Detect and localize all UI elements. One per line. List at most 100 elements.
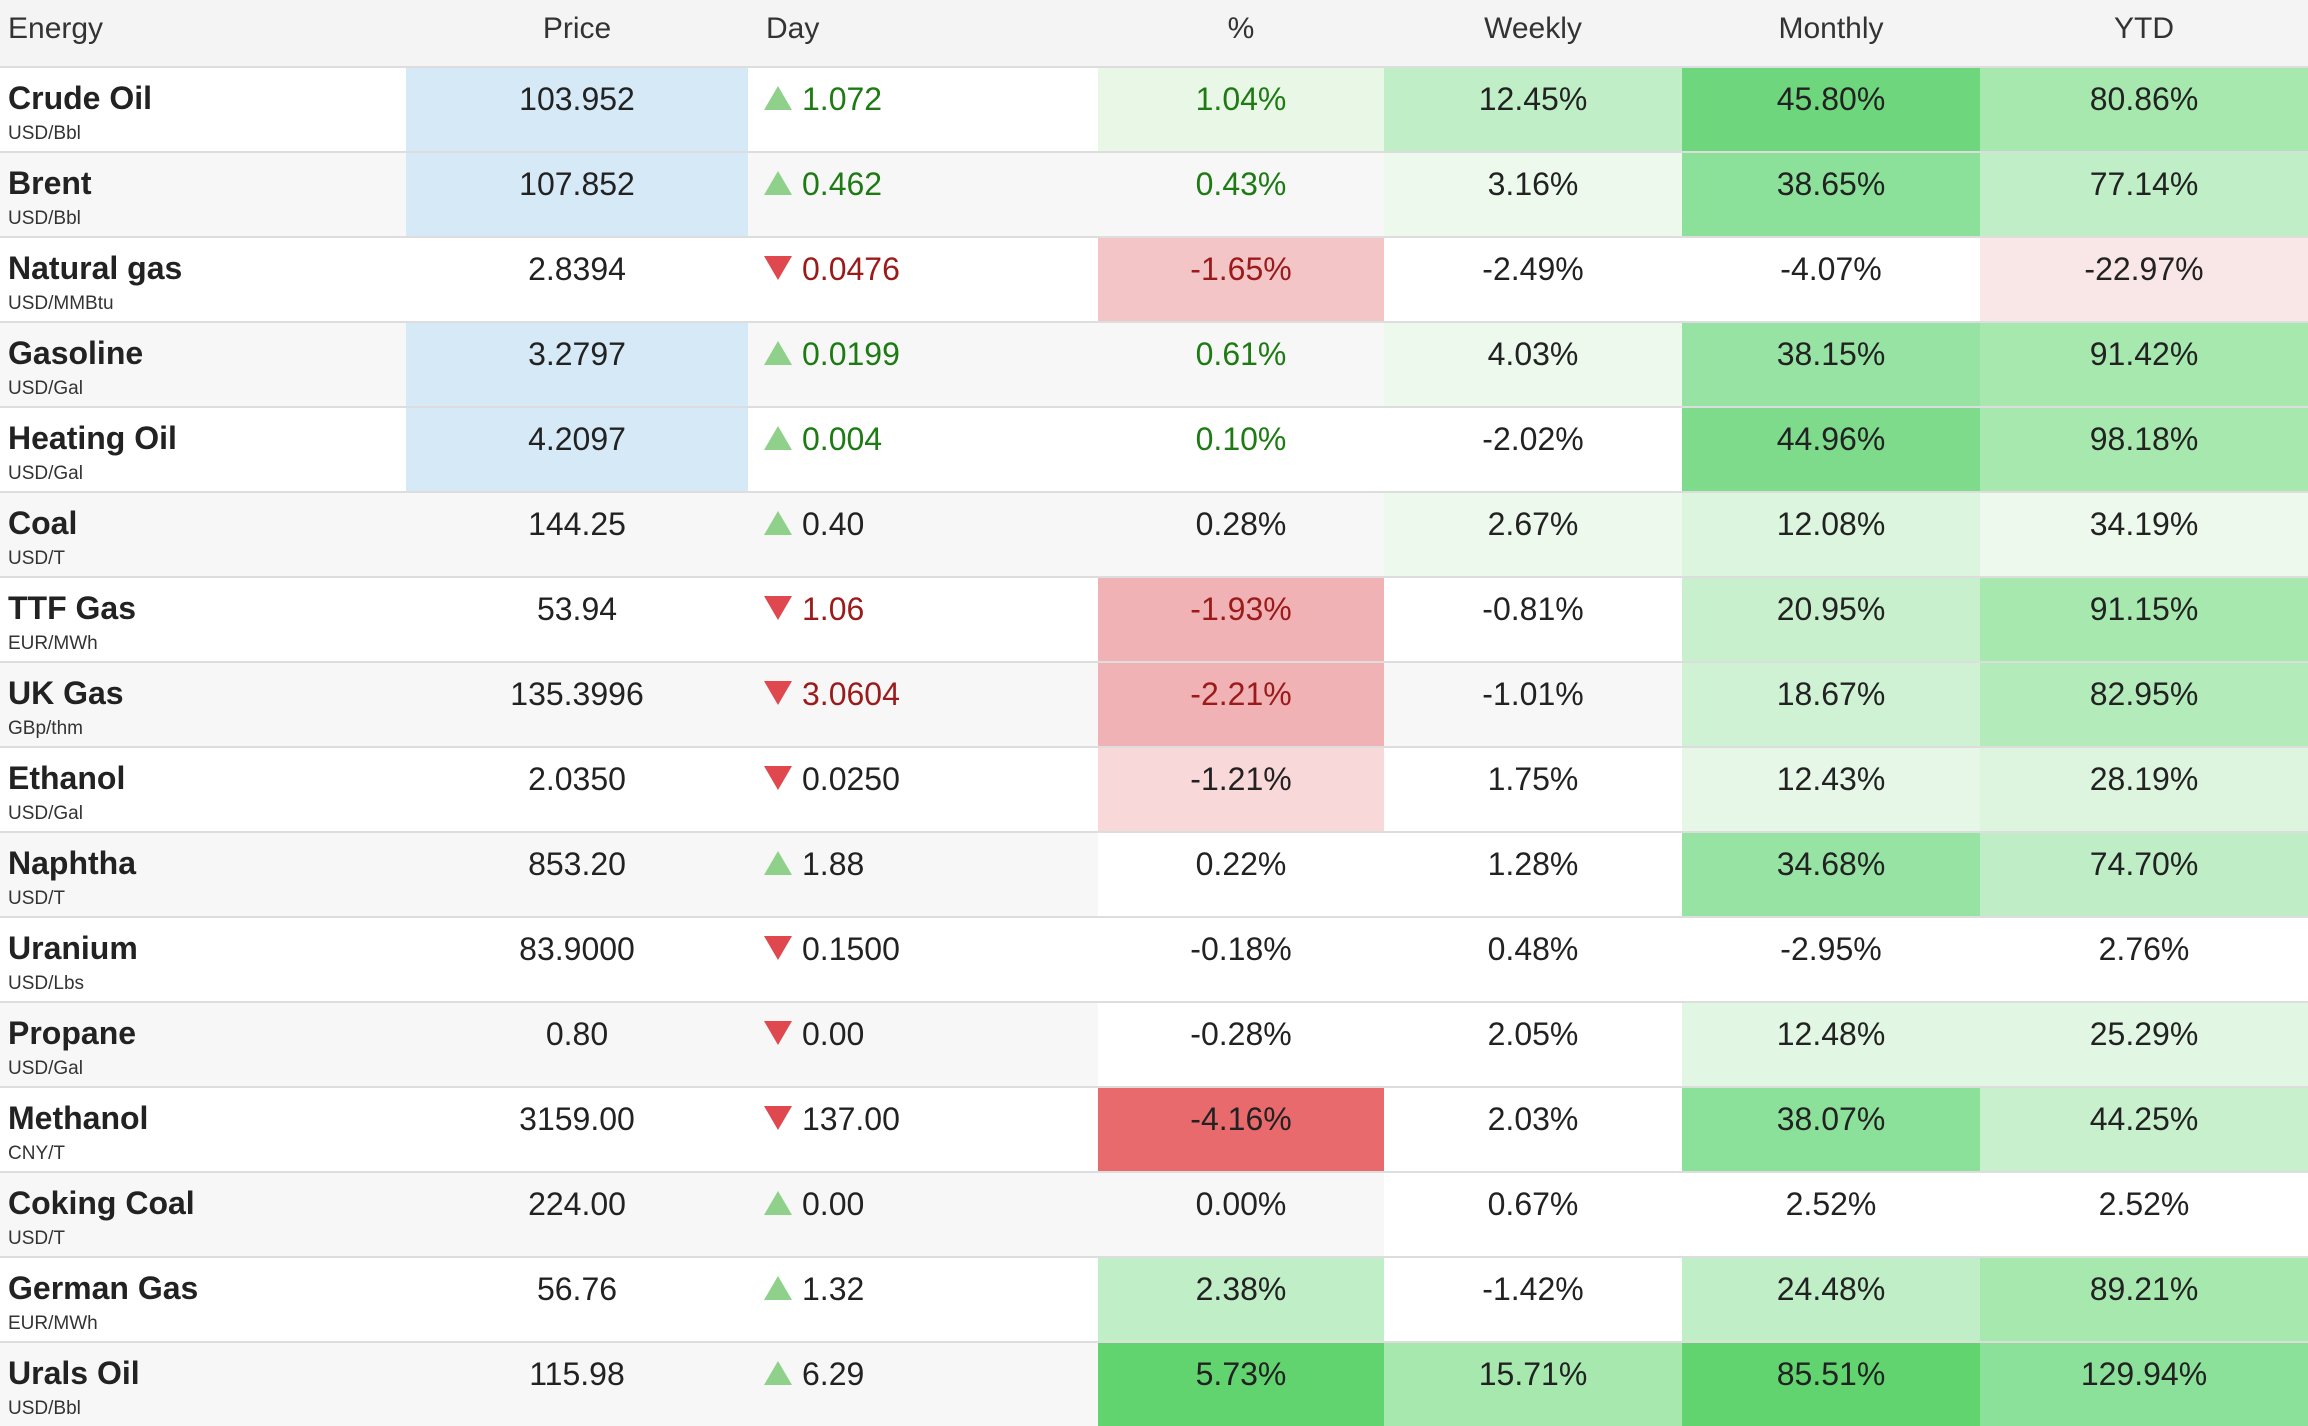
commodity-name-link[interactable]: Natural gas — [8, 250, 183, 286]
ytd-change-cell: 129.94% — [1980, 1342, 2308, 1426]
commodity-cell[interactable]: Heating Oil USD/Gal — [0, 407, 406, 493]
commodity-cell[interactable]: Natural gas USD/MMBtu — [0, 237, 406, 323]
commodity-cell[interactable]: Coking Coal USD/T — [0, 1172, 406, 1258]
header-price[interactable]: Price — [406, 0, 748, 68]
commodity-cell[interactable]: Urals Oil USD/Bbl — [0, 1342, 406, 1426]
commodity-name-link[interactable]: Coking Coal — [8, 1185, 195, 1221]
monthly-change-cell: 34.68% — [1682, 832, 1980, 918]
table-row[interactable]: Methanol CNY/T 3159.00 137.00 -4.16% 2.03% 38.… — [0, 1087, 2308, 1173]
triangle-down-icon — [764, 1020, 792, 1045]
commodity-name-link[interactable]: Gasoline — [8, 335, 144, 371]
commodity-name-link[interactable]: Uranium — [8, 930, 138, 966]
table-row[interactable]: Ethanol USD/Gal 2.0350 0.0250 -1.21% 1.75% 12.… — [0, 747, 2308, 833]
table-row[interactable]: Natural gas USD/MMBtu 2.8394 0.0476 -1.65% -2… — [0, 237, 2308, 323]
commodity-name-link[interactable]: UK Gas — [8, 675, 124, 711]
price-cell: 0.80 — [406, 1002, 748, 1088]
commodity-cell[interactable]: Crude Oil USD/Bbl — [0, 67, 406, 153]
weekly-change-cell: 2.67% — [1384, 492, 1682, 578]
percent-change-cell: 0.00% — [1098, 1172, 1384, 1258]
commodity-cell[interactable]: German Gas EUR/MWh — [0, 1257, 406, 1343]
header-percent[interactable]: % — [1098, 0, 1384, 68]
table-row[interactable]: Gasoline USD/Gal 3.2797 0.0199 0.61% 4.03% 38.… — [0, 322, 2308, 408]
monthly-change-cell: 24.48% — [1682, 1257, 1980, 1343]
price-cell: 2.8394 — [406, 237, 748, 323]
ytd-change-cell: 74.70% — [1980, 832, 2308, 918]
commodity-name-link[interactable]: Urals Oil — [8, 1355, 140, 1391]
monthly-change-cell: 12.48% — [1682, 1002, 1980, 1088]
price-cell: 53.94 — [406, 577, 748, 663]
day-change-cell: 3.0604 — [748, 662, 1098, 748]
price-cell: 56.76 — [406, 1257, 748, 1343]
table-row[interactable]: Coking Coal USD/T 224.00 0.00 0.00% 0.67% 2.52… — [0, 1172, 2308, 1258]
commodity-name-link[interactable]: Brent — [8, 165, 92, 201]
day-change-cell: 0.1500 — [748, 917, 1098, 1003]
day-change-value: 1.32 — [802, 1271, 865, 1307]
table-row[interactable]: Heating Oil USD/Gal 4.2097 0.004 0.10% -2.02%… — [0, 407, 2308, 493]
header-energy[interactable]: Energy — [0, 0, 406, 68]
commodity-cell[interactable]: Uranium USD/Lbs — [0, 917, 406, 1003]
table-row[interactable]: Urals Oil USD/Bbl 115.98 6.29 5.73% 15.71% 85.… — [0, 1342, 2308, 1426]
commodity-cell[interactable]: Methanol CNY/T — [0, 1087, 406, 1173]
weekly-change-cell: -1.42% — [1384, 1257, 1682, 1343]
price-cell: 144.25 — [406, 492, 748, 578]
percent-change-cell: -0.28% — [1098, 1002, 1384, 1088]
commodity-cell[interactable]: Propane USD/Gal — [0, 1002, 406, 1088]
percent-change-cell: -1.21% — [1098, 747, 1384, 833]
price-cell: 4.2097 — [406, 407, 748, 493]
triangle-up-icon — [764, 1190, 792, 1215]
table-row[interactable]: TTF Gas EUR/MWh 53.94 1.06 -1.93% -0.81% 20.95… — [0, 577, 2308, 663]
percent-change-cell: 2.38% — [1098, 1257, 1384, 1343]
commodity-name-link[interactable]: Heating Oil — [8, 420, 177, 456]
commodity-cell[interactable]: Coal USD/T — [0, 492, 406, 578]
table-row[interactable]: Crude Oil USD/Bbl 103.952 1.072 1.04% 12.45% 4… — [0, 67, 2308, 153]
triangle-up-icon — [764, 1360, 792, 1385]
commodity-name-link[interactable]: TTF Gas — [8, 590, 137, 626]
triangle-down-icon — [764, 765, 792, 790]
triangle-down-icon — [764, 595, 792, 620]
day-change-value: 0.462 — [802, 166, 883, 202]
percent-change-cell: -1.93% — [1098, 577, 1384, 663]
commodity-name-link[interactable]: German Gas — [8, 1270, 199, 1306]
commodity-cell[interactable]: UK Gas GBp/thm — [0, 662, 406, 748]
ytd-change-cell: 89.21% — [1980, 1257, 2308, 1343]
table-row[interactable]: Brent USD/Bbl 107.852 0.462 0.43% 3.16% 38.65%… — [0, 152, 2308, 238]
commodity-cell[interactable]: Brent USD/Bbl — [0, 152, 406, 238]
commodity-cell[interactable]: TTF Gas EUR/MWh — [0, 577, 406, 663]
header-ytd[interactable]: YTD — [1980, 0, 2308, 68]
price-cell: 853.20 — [406, 832, 748, 918]
commodity-name-link[interactable]: Coal — [8, 505, 78, 541]
triangle-up-icon — [764, 1275, 792, 1300]
header-weekly[interactable]: Weekly — [1384, 0, 1682, 68]
commodity-name-link[interactable]: Crude Oil — [8, 80, 153, 116]
weekly-change-cell: 1.28% — [1384, 832, 1682, 918]
commodity-unit: USD/T — [8, 548, 65, 569]
commodity-name-link[interactable]: Methanol — [8, 1100, 149, 1136]
ytd-change-cell: 80.86% — [1980, 67, 2308, 153]
day-change-value: 0.40 — [802, 506, 865, 542]
weekly-change-cell: -2.49% — [1384, 237, 1682, 323]
table-row[interactable]: German Gas EUR/MWh 56.76 1.32 2.38% -1.42% 24.… — [0, 1257, 2308, 1343]
commodity-cell[interactable]: Gasoline USD/Gal — [0, 322, 406, 408]
table-row[interactable]: Coal USD/T 144.25 0.40 0.28% 2.67% 12.08% 34.19… — [0, 492, 2308, 578]
commodity-name-link[interactable]: Ethanol — [8, 760, 126, 796]
triangle-up-icon — [764, 425, 792, 450]
monthly-change-cell: 20.95% — [1682, 577, 1980, 663]
table-row[interactable]: Naphtha USD/T 853.20 1.88 0.22% 1.28% 34.68% 74… — [0, 832, 2308, 918]
commodity-name-link[interactable]: Propane — [8, 1015, 137, 1051]
commodity-unit: USD/Bbl — [8, 123, 81, 144]
ytd-change-cell: 91.15% — [1980, 577, 2308, 663]
table-row[interactable]: Propane USD/Gal 0.80 0.00 -0.28% 2.05% 12.48% 2… — [0, 1002, 2308, 1088]
triangle-down-icon — [764, 935, 792, 960]
commodity-cell[interactable]: Ethanol USD/Gal — [0, 747, 406, 833]
table-row[interactable]: Uranium USD/Lbs 83.9000 0.1500 -0.18% 0.48% -2… — [0, 917, 2308, 1003]
commodity-name-link[interactable]: Naphtha — [8, 845, 136, 881]
weekly-change-cell: -2.02% — [1384, 407, 1682, 493]
header-day[interactable]: Day — [748, 0, 1098, 68]
commodity-cell[interactable]: Naphtha USD/T — [0, 832, 406, 918]
percent-change-cell: 5.73% — [1098, 1342, 1384, 1426]
triangle-down-icon — [764, 680, 792, 705]
header-monthly[interactable]: Monthly — [1682, 0, 1980, 68]
day-change-cell: 137.00 — [748, 1087, 1098, 1173]
table-row[interactable]: UK Gas GBp/thm 135.3996 3.0604 -2.21% -1.01% 1… — [0, 662, 2308, 748]
